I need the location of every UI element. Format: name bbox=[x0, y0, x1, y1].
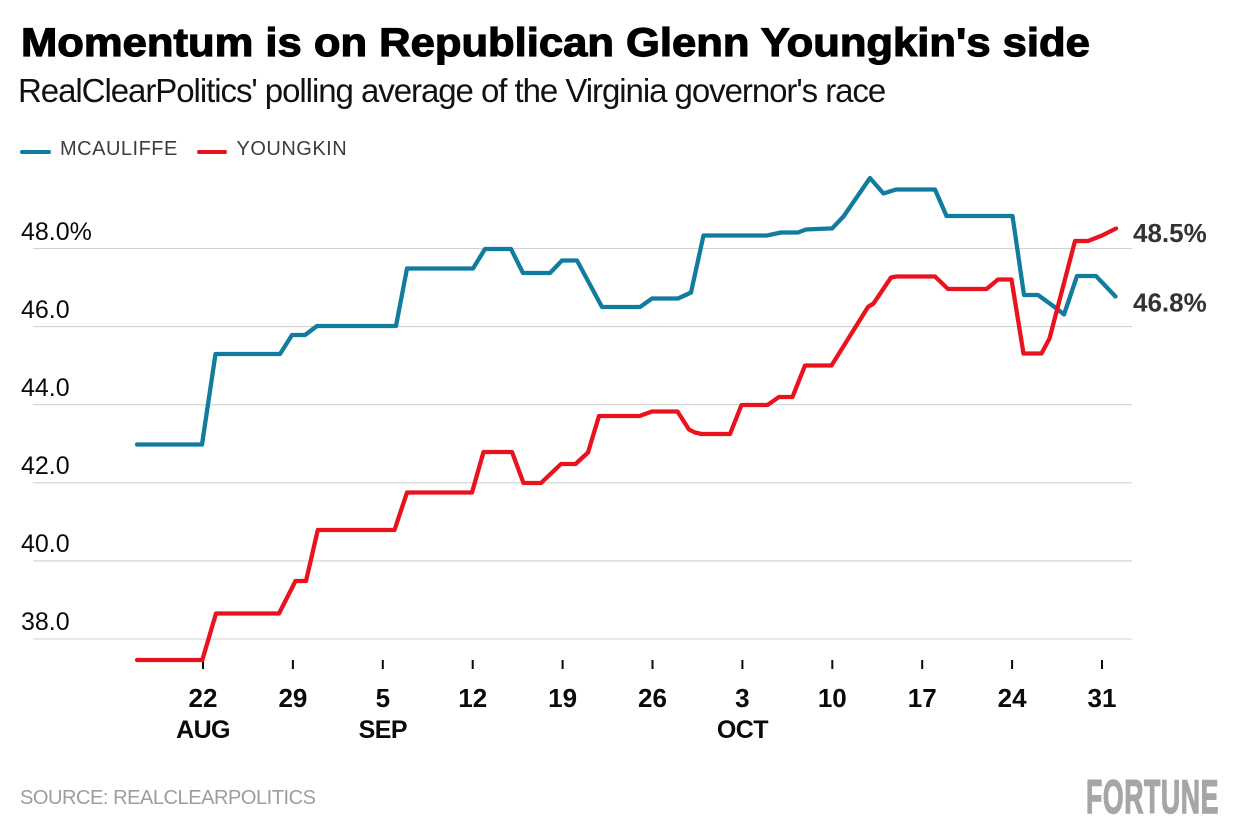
svg-text:19: 19 bbox=[548, 683, 577, 713]
svg-text:OCT: OCT bbox=[717, 716, 768, 744]
svg-text:44.0: 44.0 bbox=[21, 374, 70, 402]
svg-text:46.0: 46.0 bbox=[21, 296, 70, 324]
svg-text:31: 31 bbox=[1088, 683, 1117, 713]
svg-text:48.0%: 48.0% bbox=[21, 218, 92, 246]
svg-text:17: 17 bbox=[908, 683, 937, 713]
svg-text:24: 24 bbox=[998, 683, 1027, 713]
svg-text:38.0: 38.0 bbox=[21, 608, 70, 636]
svg-text:29: 29 bbox=[278, 683, 307, 713]
svg-text:42.0: 42.0 bbox=[21, 452, 70, 480]
svg-text:3: 3 bbox=[735, 683, 749, 713]
svg-text:26: 26 bbox=[638, 683, 667, 713]
svg-text:5: 5 bbox=[376, 683, 390, 713]
svg-text:40.0: 40.0 bbox=[21, 530, 70, 558]
svg-text:SEP: SEP bbox=[359, 716, 407, 744]
svg-text:12: 12 bbox=[458, 683, 487, 713]
svg-text:22: 22 bbox=[189, 683, 218, 713]
svg-text:46.8%: 46.8% bbox=[1133, 288, 1207, 318]
svg-text:10: 10 bbox=[818, 683, 847, 713]
svg-text:48.5%: 48.5% bbox=[1133, 218, 1207, 248]
svg-text:AUG: AUG bbox=[176, 716, 230, 744]
